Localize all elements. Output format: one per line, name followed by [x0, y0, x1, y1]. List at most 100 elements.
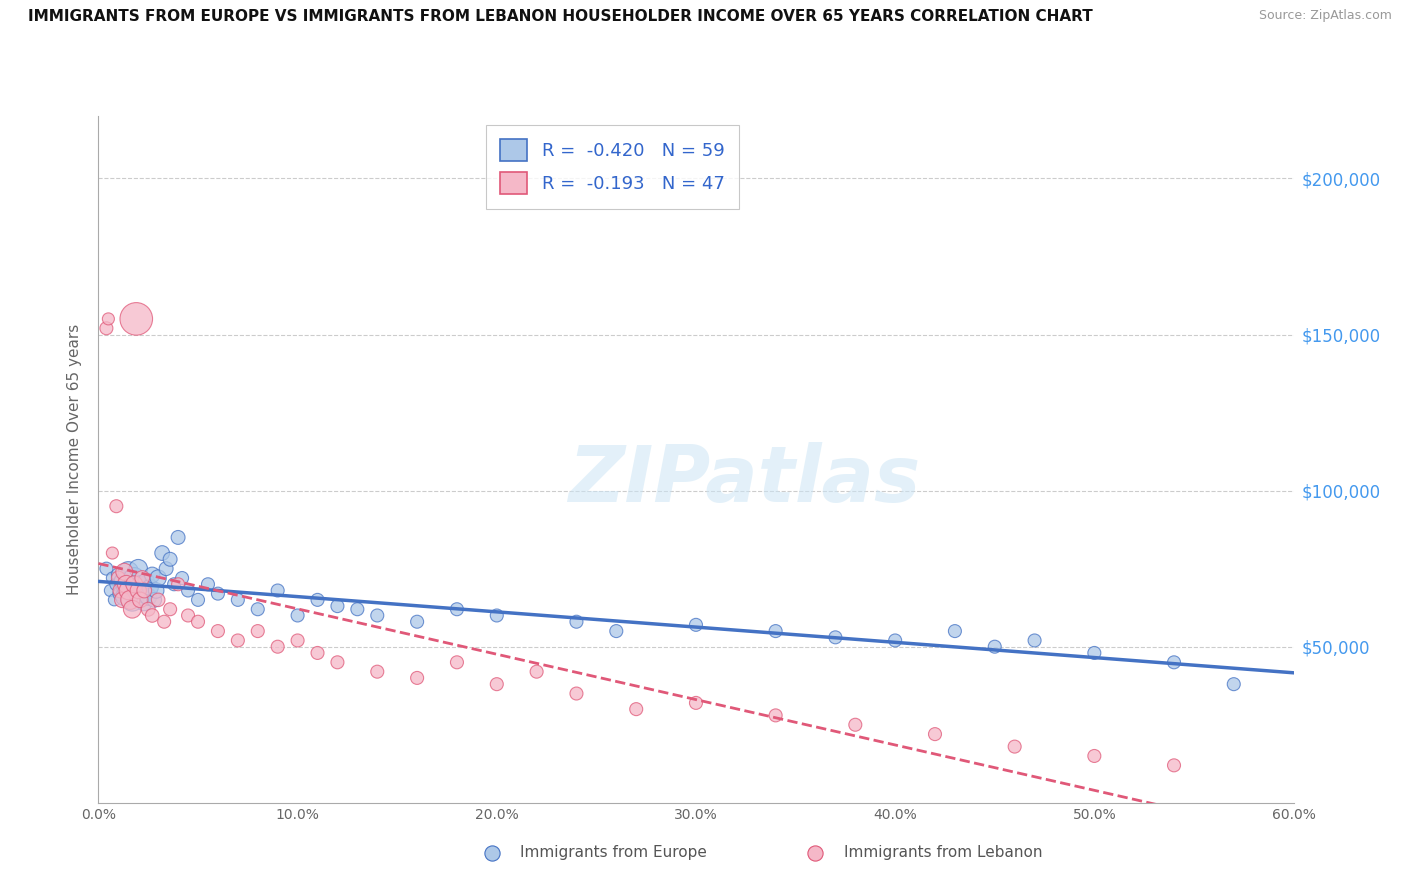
Point [167, 577, 190, 591]
Text: Immigrants from Lebanon: Immigrants from Lebanon [844, 846, 1042, 860]
Point [124, 571, 146, 585]
Point [105, 577, 128, 591]
Point [1004, 739, 1026, 754]
Point [136, 590, 159, 604]
Point [804, 846, 827, 860]
Point [117, 583, 139, 598]
Point [1083, 646, 1105, 660]
Point [226, 633, 249, 648]
Point [117, 565, 139, 579]
Point [101, 571, 124, 585]
Point [226, 593, 249, 607]
Point [110, 583, 132, 598]
Point [159, 602, 181, 616]
Point [326, 599, 349, 614]
Point [136, 602, 159, 616]
Point [112, 590, 135, 604]
Point [121, 593, 143, 607]
Point [127, 583, 149, 598]
Point [446, 602, 468, 616]
Point [844, 717, 866, 731]
Point [129, 577, 152, 591]
Point [207, 587, 229, 601]
Point [366, 608, 388, 623]
Point [485, 677, 508, 691]
Point [103, 593, 125, 607]
Point [121, 602, 143, 616]
Point [150, 546, 173, 560]
Text: IMMIGRANTS FROM EUROPE VS IMMIGRANTS FROM LEBANON HOUSEHOLDER INCOME OVER 65 YEA: IMMIGRANTS FROM EUROPE VS IMMIGRANTS FRO… [28, 9, 1092, 24]
Point [446, 655, 468, 669]
Point [187, 593, 209, 607]
Point [134, 583, 156, 598]
Point [1163, 758, 1185, 772]
Point [406, 671, 429, 685]
Point [167, 530, 190, 544]
Point [565, 615, 588, 629]
Text: ZIPatlas: ZIPatlas [568, 442, 920, 518]
Point [120, 593, 142, 607]
Point [131, 571, 153, 585]
Point [101, 546, 124, 560]
Point [155, 562, 177, 576]
Point [366, 665, 388, 679]
Point [172, 571, 194, 585]
Point [765, 708, 787, 723]
Point [145, 583, 167, 598]
Point [148, 571, 170, 585]
Point [287, 608, 309, 623]
Text: Source: ZipAtlas.com: Source: ZipAtlas.com [1258, 9, 1392, 22]
Text: Immigrants from Europe: Immigrants from Europe [520, 846, 707, 860]
Point [924, 727, 946, 741]
Point [207, 624, 229, 639]
Point [824, 631, 846, 645]
Point [125, 312, 148, 326]
Point [141, 568, 163, 582]
Point [120, 583, 142, 598]
Point [143, 593, 166, 607]
Point [267, 640, 290, 654]
Point [159, 552, 181, 566]
Legend: R =  -0.420   N = 59, R =  -0.193   N = 47: R = -0.420 N = 59, R = -0.193 N = 47 [485, 125, 740, 209]
Point [107, 568, 129, 582]
Point [187, 615, 209, 629]
Point [481, 846, 503, 860]
Point [105, 500, 128, 514]
Point [96, 562, 118, 576]
Point [943, 624, 966, 639]
Point [884, 633, 907, 648]
Point [1083, 749, 1105, 764]
Point [135, 574, 157, 589]
Point [115, 581, 138, 595]
Point [526, 665, 548, 679]
Point [685, 618, 707, 632]
Point [177, 583, 200, 598]
Point [346, 602, 368, 616]
Point [96, 321, 118, 335]
Point [111, 593, 134, 607]
Point [98, 583, 122, 598]
Point [148, 593, 170, 607]
Point [177, 608, 200, 623]
Point [565, 687, 588, 701]
Point [1024, 633, 1046, 648]
Point [326, 655, 349, 669]
Point [485, 608, 508, 623]
Point [141, 608, 163, 623]
Point [246, 624, 269, 639]
Point [685, 696, 707, 710]
Point [112, 565, 135, 579]
Point [1223, 677, 1246, 691]
Point [605, 624, 627, 639]
Point [110, 587, 132, 601]
Point [111, 574, 134, 589]
Point [127, 562, 149, 576]
Point [765, 624, 787, 639]
Point [107, 571, 129, 585]
Point [267, 583, 290, 598]
Point [1163, 655, 1185, 669]
Point [287, 633, 309, 648]
Point [129, 593, 152, 607]
Point [124, 577, 146, 591]
Point [115, 577, 138, 591]
